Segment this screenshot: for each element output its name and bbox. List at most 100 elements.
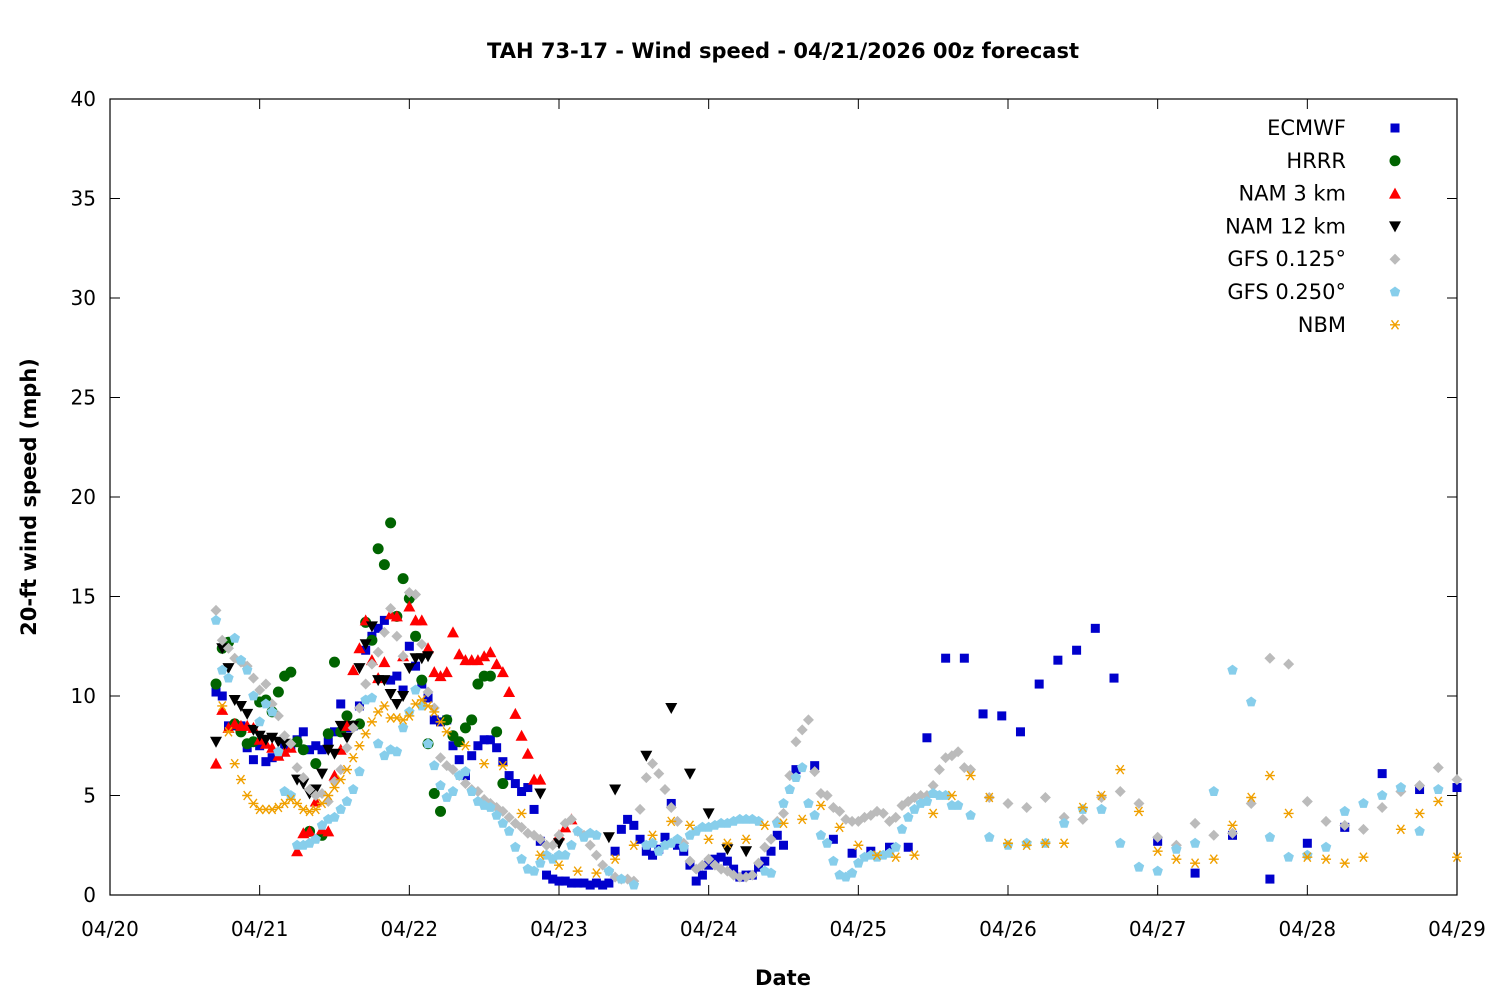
point-hrrr — [210, 678, 222, 690]
point-gfs-0-250 — [497, 817, 509, 828]
point-gfs-0-125 — [753, 857, 765, 869]
point-nam-12-km — [222, 663, 235, 675]
point-gfs-0-125 — [597, 859, 609, 871]
point-ecmwf — [722, 856, 732, 866]
point-gfs-0-125 — [834, 805, 846, 817]
point-nam-3-km — [484, 646, 497, 658]
point-nbm — [354, 740, 365, 751]
point-nam-3-km — [210, 757, 223, 769]
point-gfs-0-125 — [1208, 829, 1220, 841]
point-gfs-0-125 — [285, 738, 297, 750]
point-ecmwf — [672, 840, 682, 850]
point-nam-3-km — [328, 769, 341, 781]
point-nam-3-km — [347, 664, 360, 676]
point-nbm — [722, 838, 733, 849]
legend-marker — [1389, 221, 1401, 233]
point-ecmwf — [1377, 769, 1387, 779]
point-nbm — [423, 701, 434, 711]
point-nbm — [1096, 790, 1107, 801]
point-gfs-0-125 — [353, 702, 365, 714]
point-gfs-0-250 — [460, 766, 471, 777]
point-ecmwf — [579, 878, 589, 888]
point-nbm — [497, 760, 508, 771]
point-nbm — [348, 752, 359, 763]
point-gfs-0-250 — [223, 672, 234, 683]
point-ecmwf — [373, 623, 383, 633]
point-gfs-0-125 — [952, 746, 964, 758]
point-ecmwf — [548, 874, 558, 884]
point-nbm — [1246, 792, 1257, 803]
x-tick-label: 04/23 — [530, 917, 588, 941]
point-nam-12-km — [228, 694, 241, 706]
point-gfs-0-250 — [809, 809, 820, 820]
legend-label: ECMWF — [1267, 116, 1346, 140]
point-nam-12-km — [322, 744, 335, 756]
point-ecmwf — [691, 876, 701, 886]
point-gfs-0-250 — [940, 790, 951, 800]
point-gfs-0-250 — [647, 837, 658, 848]
point-hrrr — [329, 656, 340, 668]
point-ecmwf — [697, 870, 707, 880]
legend-label: NBM — [1298, 313, 1346, 337]
point-ecmwf — [978, 709, 988, 719]
point-nam-3-km — [490, 658, 503, 670]
point-ecmwf — [1265, 874, 1275, 884]
point-nam-12-km — [247, 724, 260, 736]
point-gfs-0-125 — [397, 650, 409, 662]
point-gfs-0-250 — [790, 772, 802, 782]
point-gfs-0-250 — [965, 809, 976, 820]
point-nbm — [379, 701, 390, 711]
point-nbm — [479, 758, 490, 769]
point-ecmwf — [610, 846, 620, 856]
point-gfs-0-250 — [784, 784, 795, 794]
point-ecmwf — [1053, 655, 1063, 665]
point-gfs-0-125 — [1114, 786, 1126, 798]
point-ecmwf — [211, 687, 221, 697]
point-gfs-0-250 — [1227, 664, 1238, 675]
point-gfs-0-125 — [291, 762, 303, 774]
point-gfs-0-125 — [927, 780, 939, 792]
point-gfs-0-125 — [933, 764, 945, 776]
point-gfs-0-250 — [821, 837, 833, 848]
point-ecmwf — [847, 848, 857, 858]
point-gfs-0-250 — [217, 664, 228, 675]
point-nbm — [335, 774, 346, 785]
point-gfs-0-125 — [877, 807, 889, 819]
point-nbm — [242, 790, 253, 801]
point-nam-12-km — [609, 784, 622, 796]
point-nbm — [235, 774, 246, 785]
point-hrrr — [378, 559, 390, 571]
point-gfs-0-125 — [1357, 823, 1369, 835]
legend-marker — [1389, 155, 1401, 167]
point-gfs-0-250 — [591, 829, 602, 840]
point-nbm — [684, 820, 695, 831]
point-gfs-0-125 — [459, 778, 471, 790]
legend-marker — [1389, 253, 1401, 265]
point-nbm — [366, 716, 377, 727]
point-nbm — [298, 804, 309, 815]
point-nbm — [1133, 806, 1144, 817]
point-nbm — [1395, 824, 1406, 835]
point-gfs-0-250 — [1189, 837, 1201, 848]
point-ecmwf — [1302, 838, 1312, 848]
point-nam-12-km — [234, 700, 247, 712]
point-hrrr — [466, 714, 478, 726]
point-hrrr — [441, 714, 453, 726]
point-ecmwf — [585, 880, 595, 890]
point-nbm — [1452, 852, 1462, 863]
point-nam-12-km — [365, 621, 378, 633]
point-nam-3-km — [515, 729, 528, 741]
point-ecmwf — [423, 693, 433, 703]
point-gfs-0-125 — [790, 736, 802, 748]
x-tick-label: 04/21 — [231, 917, 289, 941]
point-gfs-0-250 — [528, 865, 540, 876]
point-nam-12-km — [553, 838, 565, 850]
point-ecmwf — [1090, 623, 1100, 633]
point-gfs-0-125 — [846, 815, 858, 827]
point-nbm — [965, 770, 976, 781]
point-ecmwf — [392, 671, 402, 681]
point-gfs-0-125 — [297, 772, 309, 784]
point-gfs-0-125 — [1301, 795, 1313, 807]
point-gfs-0-125 — [802, 714, 814, 726]
point-gfs-0-250 — [510, 841, 521, 852]
